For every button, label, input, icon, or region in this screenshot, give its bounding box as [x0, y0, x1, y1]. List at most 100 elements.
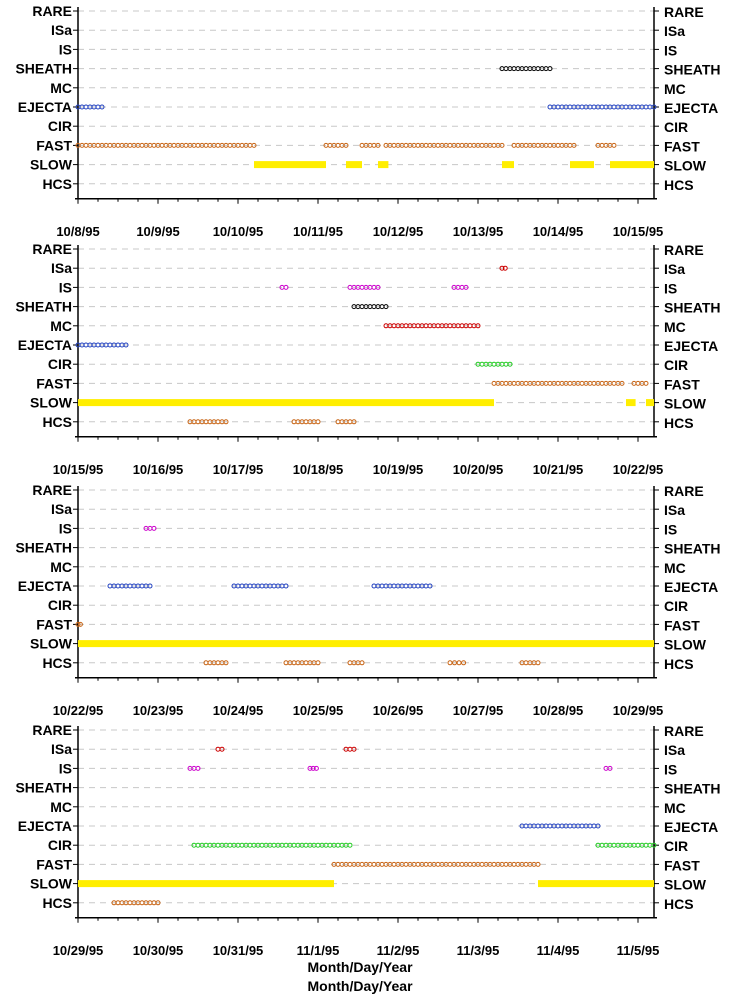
panel-1: RARE RARE ISa ISa IS IS SHEATH SHEATH MC MC EJECTA…: [15, 3, 720, 239]
interval-point: [435, 323, 441, 329]
interval-hcs: [519, 660, 541, 666]
category-label-right-hcs: HCS: [664, 896, 694, 912]
interval-point: [83, 342, 89, 348]
category-label-right-ejecta: EJECTA: [664, 100, 718, 116]
x-tick-label: 10/11/95: [293, 224, 343, 239]
interval-fast: [383, 142, 505, 148]
category-label-left-rare: RARE: [32, 482, 72, 498]
category-label-right-mc: MC: [664, 800, 686, 816]
category-label-left-hcs: HCS: [42, 414, 72, 430]
category-label-right-fast: FAST: [664, 857, 700, 873]
interval-point: [223, 660, 229, 666]
interval-point: [619, 380, 625, 386]
interval-point: [491, 380, 497, 386]
interval-point: [310, 765, 316, 771]
interval-point: [375, 142, 381, 148]
interval-ejecta: [371, 583, 433, 589]
interval-point: [611, 104, 617, 110]
category-label-left-cir: CIR: [48, 597, 72, 613]
interval-point: [375, 284, 381, 290]
interval-point: [347, 746, 353, 752]
interval-point: [123, 342, 129, 348]
x-tick-label: 11/5/95: [617, 943, 660, 958]
category-label-right-slow: SLOW: [664, 396, 707, 412]
x-tick-label: 10/20/95: [453, 462, 504, 477]
panels-group: RARE RARE ISa ISa IS IS SHEATH SHEATH MC MC EJECTA…: [15, 3, 720, 958]
category-label-right-ejecta: EJECTA: [664, 579, 718, 595]
category-label-left-ejecta: EJECTA: [18, 99, 72, 115]
interval-point: [227, 142, 233, 148]
interval-point: [523, 861, 529, 867]
x-tick-label: 10/14/95: [533, 224, 584, 239]
interval-mc: [383, 323, 481, 329]
interval-point: [127, 583, 133, 589]
category-label-left-hcs: HCS: [42, 655, 72, 671]
interval-sheath: [351, 304, 389, 310]
interval-point: [315, 660, 321, 666]
interval-point: [491, 361, 497, 367]
interval-point: [139, 900, 145, 906]
interval-cir: [475, 361, 513, 367]
interval-point: [315, 842, 321, 848]
category-label-right-isa: ISa: [664, 502, 685, 518]
category-label-left-slow: SLOW: [30, 395, 73, 411]
interval-point: [535, 861, 541, 867]
x-tick-label: 10/28/95: [533, 703, 584, 718]
category-label-right-sheath: SHEATH: [664, 541, 721, 557]
interval-slow: [626, 399, 636, 407]
interval-point: [359, 304, 365, 310]
interval-point: [127, 142, 133, 148]
interval-point: [271, 842, 277, 848]
x-tick-label: 10/12/95: [373, 224, 424, 239]
category-label-right-rare: RARE: [664, 723, 704, 739]
interval-point: [403, 323, 409, 329]
category-label-left-hcs: HCS: [42, 895, 72, 911]
category-label-right-fast: FAST: [664, 138, 700, 154]
interval-ejecta: [231, 583, 289, 589]
interval-point: [567, 823, 573, 829]
category-label-left-ejecta: EJECTA: [18, 337, 72, 353]
x-tick-label: 10/21/95: [533, 462, 584, 477]
interval-point: [502, 265, 508, 271]
panel-3: RARE RARE ISa ISa IS IS SHEATH SHEATH MC MC EJECTA…: [15, 482, 720, 718]
category-label-right-slow: SLOW: [664, 158, 707, 174]
category-label-right-isa: ISa: [664, 742, 685, 758]
interval-point: [215, 142, 221, 148]
x-tick-label: 10/29/95: [613, 703, 664, 718]
category-label-right-cir: CIR: [664, 598, 688, 614]
interval-point: [447, 323, 453, 329]
interval-point: [223, 419, 229, 425]
category-label-right-is: IS: [664, 42, 677, 58]
interval-point: [475, 323, 481, 329]
category-label-right-is: IS: [664, 761, 677, 777]
interval-point: [347, 842, 353, 848]
interval-point: [461, 660, 467, 666]
interval-point: [579, 823, 585, 829]
interval-fast: [359, 142, 381, 148]
category-label-left-hcs: HCS: [42, 176, 72, 192]
interval-point: [259, 842, 265, 848]
category-label-right-hcs: HCS: [664, 415, 694, 431]
x-tick-label: 10/15/95: [53, 462, 104, 477]
interval-point: [347, 660, 353, 666]
category-label-right-cir: CIR: [664, 357, 688, 373]
interval-point: [343, 142, 349, 148]
category-label-right-ejecta: EJECTA: [664, 338, 718, 354]
category-label-left-is: IS: [59, 760, 72, 776]
interval-point: [171, 142, 177, 148]
category-label-left-cir: CIR: [48, 837, 72, 853]
interval-hcs: [291, 419, 321, 425]
interval-point: [499, 265, 505, 271]
category-label-right-rare: RARE: [664, 483, 704, 499]
interval-point: [611, 380, 617, 386]
category-label-left-slow: SLOW: [30, 636, 73, 652]
interval-sheath: [499, 66, 553, 72]
interval-point: [83, 104, 89, 110]
interval-point: [359, 660, 365, 666]
x-tick-label: 11/2/95: [377, 943, 420, 958]
category-label-right-isa: ISa: [664, 261, 685, 277]
interval-point: [391, 142, 397, 148]
x-tick-label: 10/30/95: [133, 943, 184, 958]
interval-hcs: [111, 900, 161, 906]
interval-point: [535, 380, 541, 386]
